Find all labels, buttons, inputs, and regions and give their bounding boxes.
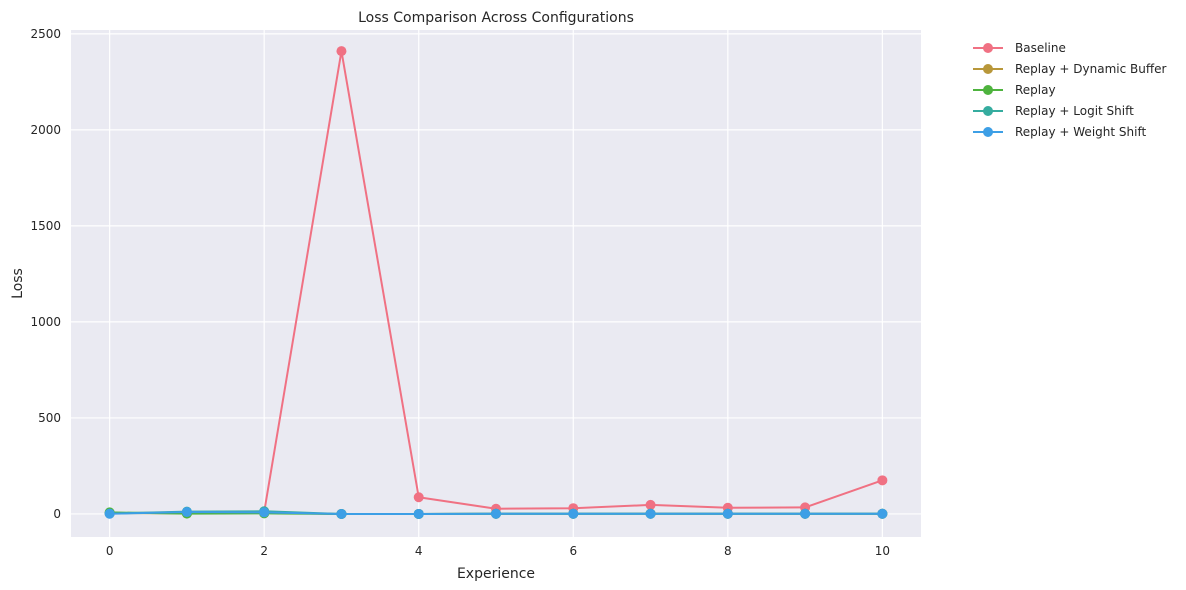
legend-item: Replay xyxy=(973,83,1056,97)
data-point xyxy=(336,508,347,519)
legend: Baseline Replay + Dynamic Buffer Replay Rep… xyxy=(973,41,1166,139)
y-tick-label: 2000 xyxy=(30,123,61,137)
legend-label: Replay + Logit Shift xyxy=(1015,104,1134,118)
legend-item: Replay + Dynamic Buffer xyxy=(973,62,1166,76)
data-point xyxy=(800,508,811,519)
data-point xyxy=(413,508,424,519)
data-point xyxy=(568,508,579,519)
legend-swatch-marker xyxy=(983,43,993,53)
y-tick-label: 1500 xyxy=(30,219,61,233)
x-tick-label: 2 xyxy=(260,544,268,558)
legend-item: Replay + Logit Shift xyxy=(973,104,1134,118)
x-axis-label: Experience xyxy=(457,566,535,582)
legend-label: Replay + Weight Shift xyxy=(1015,125,1146,139)
legend-label: Baseline xyxy=(1015,41,1066,55)
data-point xyxy=(645,499,656,510)
x-tick-labels: 0 2 4 6 8 10 xyxy=(106,544,890,558)
x-tick-label: 4 xyxy=(415,544,423,558)
series-layer xyxy=(104,46,888,519)
legend-label: Replay + Dynamic Buffer xyxy=(1015,62,1166,76)
data-point xyxy=(877,475,888,486)
y-tick-label: 0 xyxy=(53,507,61,521)
legend-swatch-marker xyxy=(983,127,993,137)
legend-swatch-marker xyxy=(983,64,993,74)
x-tick-label: 0 xyxy=(106,544,114,558)
plot-area xyxy=(71,30,921,537)
y-axis-label: Loss xyxy=(10,268,26,299)
y-tick-label: 1000 xyxy=(30,315,61,329)
chart-title: Loss Comparison Across Configurations xyxy=(358,10,634,26)
x-tick-label: 6 xyxy=(569,544,577,558)
data-point xyxy=(259,507,270,518)
data-point xyxy=(181,507,192,518)
legend-label: Replay xyxy=(1015,83,1056,97)
legend-item: Baseline xyxy=(973,41,1066,55)
x-tick-label: 8 xyxy=(724,544,732,558)
data-point xyxy=(722,508,733,519)
data-point xyxy=(877,508,888,519)
y-tick-label: 500 xyxy=(38,411,61,425)
data-point xyxy=(645,508,656,519)
legend-swatch-marker xyxy=(983,85,993,95)
data-point xyxy=(104,508,115,519)
data-point xyxy=(413,492,424,503)
legend-swatch-marker xyxy=(983,106,993,116)
data-point xyxy=(491,508,501,519)
series-replay-weight-shift xyxy=(104,507,888,519)
legend-item: Replay + Weight Shift xyxy=(973,125,1146,139)
x-tick-label: 10 xyxy=(875,544,890,558)
y-tick-labels: 0 500 1000 1500 2000 2500 xyxy=(30,27,61,521)
y-tick-label: 2500 xyxy=(30,27,61,41)
data-point xyxy=(336,46,347,57)
